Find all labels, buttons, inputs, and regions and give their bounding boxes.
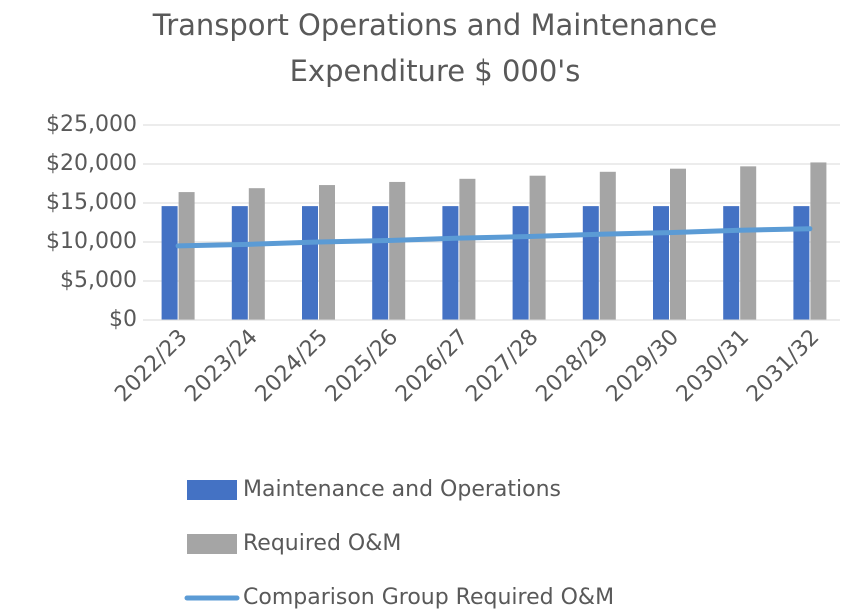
bar xyxy=(372,206,389,320)
bar xyxy=(319,185,335,320)
bar xyxy=(248,188,265,320)
x-tick-label: 2022/23 xyxy=(110,325,192,407)
legend-swatch xyxy=(187,480,237,500)
bar xyxy=(231,206,248,320)
bar xyxy=(670,168,686,320)
x-tick-label: 2023/24 xyxy=(180,325,262,407)
x-tick-label: 2028/29 xyxy=(531,325,613,407)
x-tick-label: 2031/32 xyxy=(742,325,824,407)
bar xyxy=(459,178,476,320)
chart-title: Transport Operations and Maintenance Exp… xyxy=(152,8,718,88)
bar xyxy=(302,206,318,320)
bar xyxy=(582,206,599,320)
x-tick-label: 2030/31 xyxy=(672,325,754,407)
bar xyxy=(529,175,546,320)
x-tick-label: 2025/26 xyxy=(321,325,403,407)
y-tick-label: $5,000 xyxy=(60,268,137,293)
bar xyxy=(512,206,529,320)
bar xyxy=(599,171,616,320)
x-tick-label: 2027/28 xyxy=(461,325,543,407)
y-tick-label: $0 xyxy=(109,307,137,332)
y-tick-label: $20,000 xyxy=(46,151,137,176)
legend-label: Comparison Group Required O&M xyxy=(243,585,614,610)
line xyxy=(175,226,813,249)
legend-swatch xyxy=(187,534,237,554)
y-tick-label: $15,000 xyxy=(46,190,137,215)
y-tick-label: $25,000 xyxy=(46,112,137,137)
bar xyxy=(810,162,827,320)
bar xyxy=(442,206,459,320)
bar xyxy=(161,206,178,320)
x-tick-label: 2024/25 xyxy=(251,325,333,407)
bar xyxy=(178,192,195,320)
x-tick-label: 2029/30 xyxy=(602,325,684,407)
x-tick-label: 2026/27 xyxy=(391,325,473,407)
legend-label: Maintenance and Operations xyxy=(243,477,561,502)
bar xyxy=(653,206,669,320)
bar xyxy=(389,181,406,320)
bar xyxy=(793,206,810,320)
bar xyxy=(740,166,757,320)
y-tick-label: $10,000 xyxy=(46,229,137,254)
legend-label: Required O&M xyxy=(243,531,401,556)
bar xyxy=(723,206,740,320)
